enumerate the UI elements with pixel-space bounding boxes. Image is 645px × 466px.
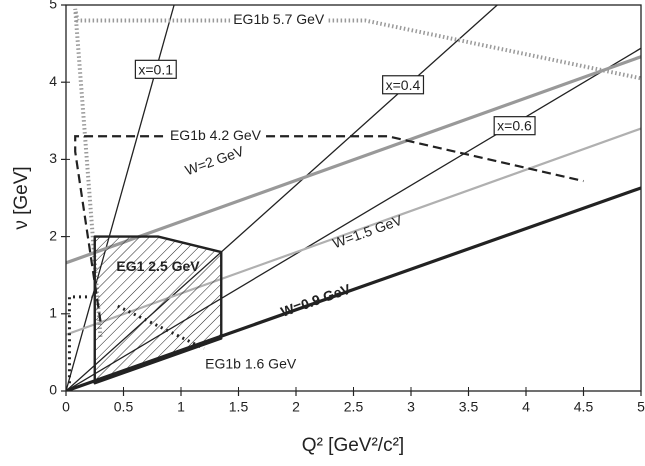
y-tick-label: 1 [49, 305, 57, 321]
series-label: EG1b 5.7 GeV [233, 11, 325, 27]
label-box [493, 116, 536, 136]
series-label: EG1 2.5 GeV [116, 258, 200, 274]
label-box [382, 75, 425, 95]
y-tick-label: 4 [49, 73, 57, 89]
x-tick-label: 5 [637, 399, 645, 415]
x-tick-label: 1 [177, 399, 185, 415]
x-axis-label: Q² [GeV²/c²] [302, 435, 404, 456]
x-tick-label: 3.5 [459, 399, 479, 415]
plot-area [66, 5, 641, 391]
series-label: W=2 GeV [183, 142, 247, 178]
series-label: x=0.6 [497, 118, 532, 134]
y-tick-label: 5 [49, 0, 57, 12]
y-tick-label: 0 [49, 382, 57, 398]
x-tick-label: 4.5 [574, 399, 594, 415]
series-label: EG1b 4.2 GeV [170, 127, 262, 143]
x-tick-label: 1.5 [229, 399, 249, 415]
label-background [166, 125, 265, 144]
series-line [74, 135, 584, 322]
series-label: EG1b 1.6 GeV [205, 355, 297, 371]
y-tick-label: 2 [49, 227, 57, 243]
x-tick-label: 4 [522, 399, 530, 415]
y-axis-label: ν [GeV] [11, 166, 32, 229]
series-label: x=0.4 [386, 77, 421, 93]
x-tick-label: 0 [62, 399, 70, 415]
coverage-region [93, 235, 223, 385]
series-label: W=0.9 GeV [279, 280, 354, 320]
series-label: W=1.5 GeV [330, 212, 405, 252]
x-tick-label: 3 [407, 399, 415, 415]
y-tick-label: 3 [49, 150, 57, 166]
label-box [134, 59, 177, 79]
series-line [66, 55, 641, 265]
x-tick-label: 2 [292, 399, 300, 415]
x-tick-label: 0.5 [114, 399, 134, 415]
label-background [230, 10, 328, 29]
x-tick-label: 2.5 [344, 399, 364, 415]
series-line [73, 8, 641, 338]
series-label: x=0.1 [138, 61, 173, 77]
